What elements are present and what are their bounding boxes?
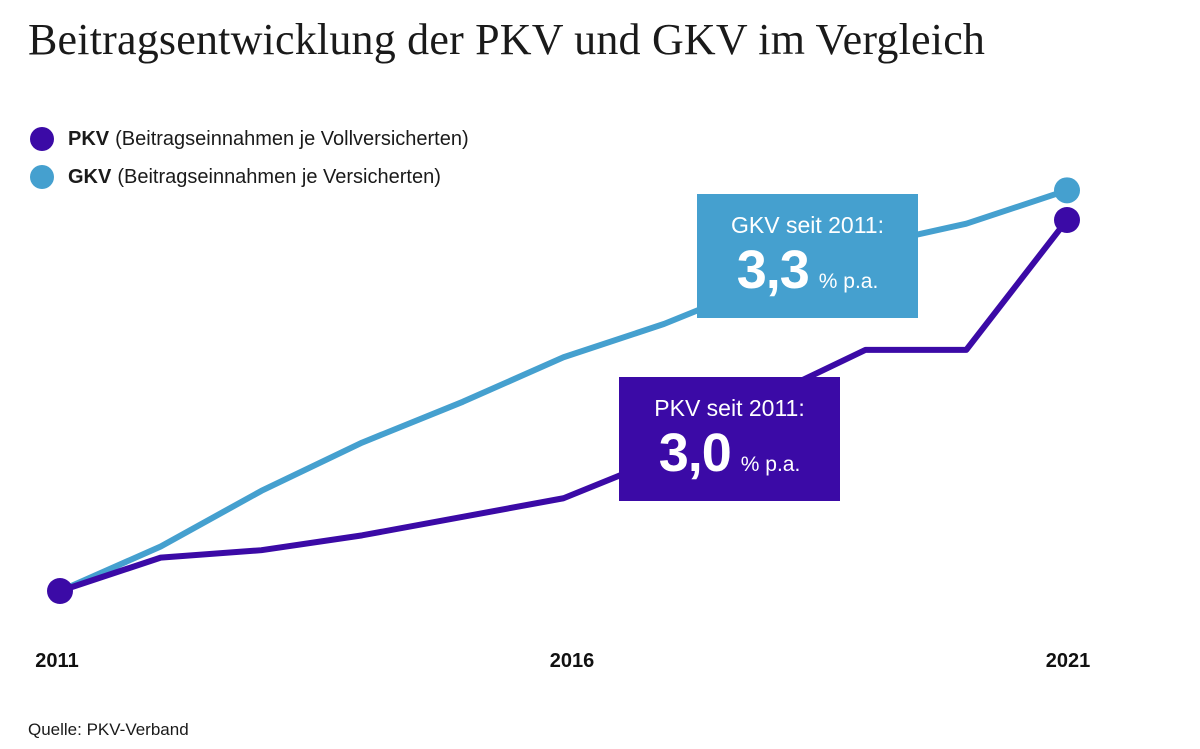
callout-gkv-unit: % p.a.	[818, 270, 879, 293]
x-tick-label: 2021	[1046, 650, 1091, 672]
callout-gkv: GKV seit 2011: 3,3 % p.a.	[697, 194, 918, 318]
x-tick-label: 2016	[550, 650, 595, 672]
series-point-gkv-end	[1054, 177, 1080, 204]
callout-pkv-label: PKV seit 2011:	[654, 395, 805, 421]
callout-pkv-value: 3,0	[658, 423, 732, 483]
callout-gkv-value: 3,3	[736, 240, 810, 300]
callout-pkv: PKV seit 2011: 3,0 % p.a.	[619, 377, 840, 501]
legend-marker-pkv	[30, 127, 54, 151]
series-point-start	[47, 578, 73, 604]
series-line-pkv	[57, 217, 1070, 594]
legend-desc-pkv: (Beitragseinnahmen je Vollversicherten)	[115, 127, 469, 150]
callout-gkv-label: GKV seit 2011:	[731, 212, 884, 238]
legend-desc-gkv: (Beitragseinnahmen je Versicherten)	[117, 165, 441, 188]
callout-pkv-unit: % p.a.	[740, 453, 801, 476]
legend-series-gkv: GKV	[68, 165, 112, 188]
source-note: Quelle: PKV-Verband	[28, 720, 189, 739]
chart-title: Beitragsentwicklung der PKV und GKV im V…	[28, 15, 986, 64]
legend-item-pkv: PKV (Beitragseinnahmen je Vollversichert…	[30, 120, 469, 158]
x-tick-label: 2011	[35, 650, 78, 672]
legend-item-gkv: GKV (Beitragseinnahmen je Versicherten)	[30, 158, 469, 196]
legend: PKV (Beitragseinnahmen je Vollversichert…	[30, 120, 469, 196]
series-point-pkv-end	[1054, 207, 1080, 233]
legend-marker-gkv	[30, 165, 54, 189]
callout-gkv-row: 3,3 % p.a.	[697, 243, 918, 297]
callout-pkv-row: 3,0 % p.a.	[619, 426, 840, 480]
legend-series-pkv: PKV	[68, 127, 110, 150]
